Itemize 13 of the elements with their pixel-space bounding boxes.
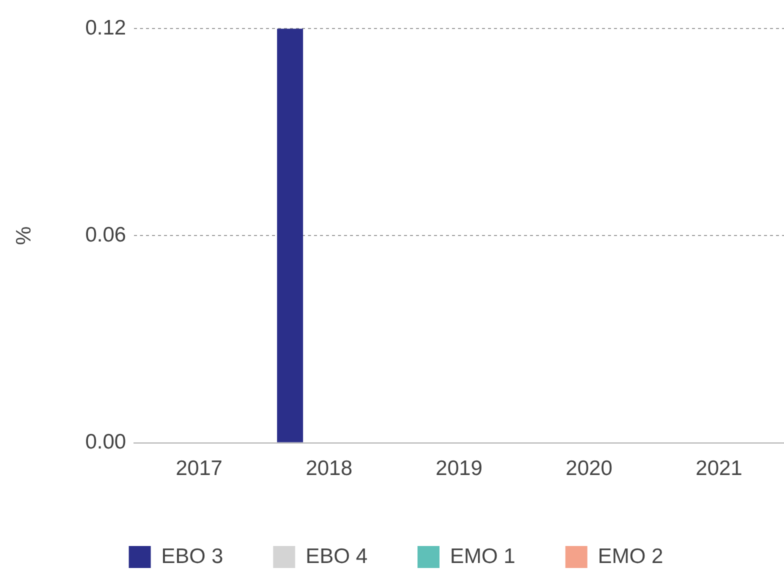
y-axis-title: % — [12, 226, 36, 246]
x-tick-label: 2017 — [176, 457, 222, 480]
x-tick-label: 2020 — [566, 457, 612, 480]
y-tick-label: 0.12 — [85, 16, 126, 40]
x-tick-label: 2019 — [436, 457, 482, 480]
x-tick-label: 2018 — [306, 457, 352, 480]
legend-label: EBO 3 — [161, 544, 224, 568]
legend-label: EBO 4 — [306, 544, 368, 568]
y-tick-label: 0.00 — [85, 430, 126, 454]
x-tick-label: 2021 — [696, 457, 742, 480]
y-tick-label: 0.06 — [85, 223, 126, 246]
legend-label: EMO 2 — [598, 544, 664, 568]
legend-label: EMO 1 — [450, 544, 516, 568]
